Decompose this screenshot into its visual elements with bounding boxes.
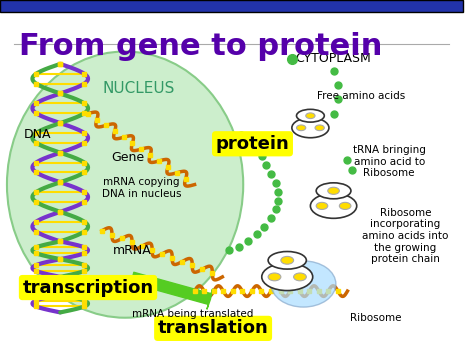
FancyArrowPatch shape	[131, 272, 212, 309]
Text: mRNA being translated: mRNA being translated	[132, 309, 253, 319]
Text: Gene: Gene	[111, 152, 144, 164]
Text: From gene to protein: From gene to protein	[18, 32, 382, 61]
Ellipse shape	[339, 202, 351, 209]
Text: CYTOPLASM: CYTOPLASM	[296, 52, 372, 65]
Ellipse shape	[315, 125, 324, 131]
Text: protein: protein	[216, 135, 289, 153]
Text: Ribosome: Ribosome	[349, 313, 401, 323]
Text: Ribosome
incorporating
amino acids into
the growing
protein chain: Ribosome incorporating amino acids into …	[362, 208, 448, 264]
Text: DNA: DNA	[23, 129, 51, 141]
Ellipse shape	[297, 125, 306, 131]
Ellipse shape	[316, 183, 351, 199]
Text: tRNA bringing
amino acid to
Ribosome: tRNA bringing amino acid to Ribosome	[353, 145, 426, 178]
Ellipse shape	[271, 261, 336, 307]
Ellipse shape	[268, 273, 281, 281]
Ellipse shape	[281, 256, 293, 264]
Text: mRNA copying
DNA in nucleus: mRNA copying DNA in nucleus	[101, 178, 181, 199]
Text: translation: translation	[158, 320, 268, 337]
Ellipse shape	[293, 273, 306, 281]
Ellipse shape	[262, 263, 313, 290]
Ellipse shape	[268, 251, 306, 269]
Ellipse shape	[297, 109, 324, 122]
Text: NUCLEUS: NUCLEUS	[103, 81, 175, 96]
Ellipse shape	[7, 51, 243, 318]
Ellipse shape	[310, 193, 357, 218]
FancyBboxPatch shape	[0, 0, 463, 12]
Text: Free amino acids: Free amino acids	[317, 91, 405, 101]
Text: mRNA: mRNA	[113, 244, 151, 257]
Text: transcription: transcription	[22, 279, 154, 296]
Ellipse shape	[306, 113, 315, 119]
Ellipse shape	[316, 202, 328, 209]
Ellipse shape	[328, 187, 339, 195]
Ellipse shape	[292, 118, 329, 138]
